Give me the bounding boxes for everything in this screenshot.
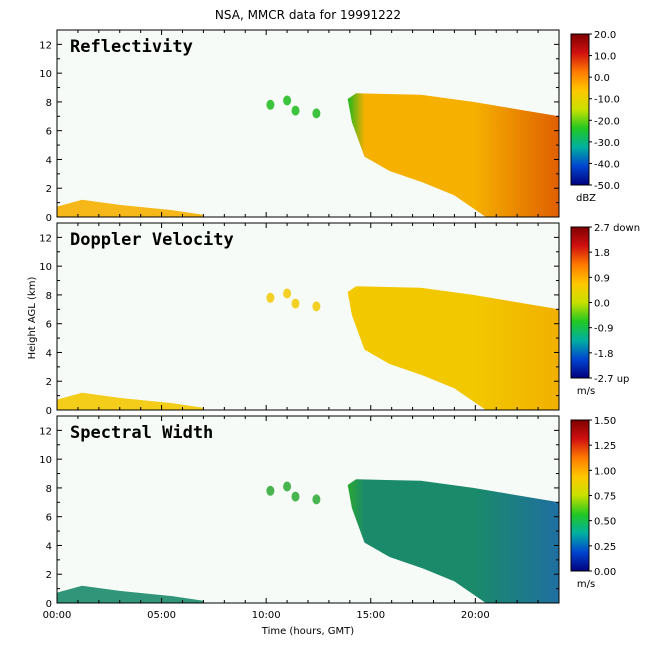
y-tick-label: 4 [46, 155, 52, 166]
cloud-fragment [266, 99, 275, 110]
y-tick-label: 2 [46, 377, 52, 388]
colorbar-tick-label: 1.50 [594, 416, 616, 427]
colorbar-tick-label: -0.9 [594, 324, 614, 335]
y-tick-label: 12 [39, 426, 52, 437]
y-tick-label: 6 [46, 127, 52, 138]
panel-title: Reflectivity [70, 37, 193, 57]
y-tick-label: 0 [46, 213, 52, 224]
y-tick-label: 4 [46, 348, 52, 359]
colorbar [570, 419, 590, 572]
colorbar-tick-label: 1.25 [594, 441, 616, 452]
colorbar-tick-label: -10.0 [594, 95, 620, 106]
colorbar-unit: m/s [577, 579, 595, 590]
y-tick-label: 12 [39, 40, 52, 51]
panel-title: Doppler Velocity [70, 230, 234, 250]
y-tick-label: 2 [46, 184, 52, 195]
y-tick-label: 10 [39, 69, 52, 80]
cloud-fragment [266, 485, 275, 496]
cloud-fragment [283, 288, 292, 299]
colorbar-tick-label: 0.75 [594, 492, 616, 503]
colorbar-unit: dBZ [576, 193, 596, 204]
colorbar-tick-label: 1.00 [594, 466, 616, 477]
cloud-fragment [291, 491, 300, 502]
colorbar-tick-label: -30.0 [594, 138, 620, 149]
x-tick-label: 00:00 [43, 610, 72, 621]
colorbar-tick-label: 0.9 [594, 273, 610, 284]
colorbar-tick-label: -20.0 [594, 116, 620, 127]
colorbar [570, 226, 590, 379]
main-cloud [347, 93, 559, 217]
cloud-fragment [283, 481, 292, 492]
y-tick-label: 12 [39, 233, 52, 244]
panel-title: Spectral Width [70, 423, 213, 443]
cloud-fragment [283, 95, 292, 106]
colorbar-tick-label: 2.7 down [594, 223, 640, 234]
x-tick-label: 20:00 [461, 610, 490, 621]
colorbar-tick-label: 20.0 [594, 30, 616, 41]
colorbar-tick-label: -2.7 up [594, 374, 629, 385]
x-tick-label: 10:00 [252, 610, 281, 621]
cloud-fragment [312, 108, 321, 119]
cloud-fragment [291, 298, 300, 309]
colorbar-tick-label: -50.0 [594, 181, 620, 192]
low-cloud [57, 585, 204, 603]
y-tick-label: 0 [46, 599, 52, 610]
colorbar-tick-label: -40.0 [594, 159, 620, 170]
y-tick-label: 6 [46, 513, 52, 524]
x-tick-label: 15:00 [356, 610, 385, 621]
main-cloud [347, 286, 559, 410]
low-cloud [57, 199, 204, 217]
low-cloud [57, 392, 204, 410]
y-tick-label: 8 [46, 291, 52, 302]
panel-spectral-width: 0 2 4 6 8 10 12 Spectral Width 1.50 1.25 1.00 0.75 0… [39, 415, 616, 610]
y-tick-label: 10 [39, 455, 52, 466]
cloud-fragment [312, 301, 321, 312]
main-cloud [347, 479, 559, 603]
colorbar-tick-label: 0.00 [594, 567, 616, 578]
y-tick-label: 6 [46, 320, 52, 331]
figure-title: NSA, MMCR data for 19991222 [215, 8, 401, 22]
y-tick-label: 4 [46, 541, 52, 552]
colorbar-tick-label: 0.50 [594, 517, 616, 528]
colorbar-tick-label: 0.25 [594, 542, 616, 553]
y-tick-label: 2 [46, 570, 52, 581]
y-tick-label: 10 [39, 262, 52, 273]
cloud-fragment [266, 292, 275, 303]
cloud-fragment [291, 105, 300, 116]
y-axis-label: Height AGL (km) [27, 277, 38, 360]
cloud-fragment [312, 494, 321, 505]
colorbar-unit: m/s [577, 386, 595, 397]
y-tick-label: 8 [46, 98, 52, 109]
colorbar-tick-label: -1.8 [594, 349, 614, 360]
panel-reflectivity: 0 2 4 6 8 10 12 Reflectivity 20.0 10.0 0.0 -10.0 -20… [39, 29, 620, 224]
panel-doppler-velocity: 0 2 4 6 8 10 12 Doppler Velocity 2.7 down 1.8 0.9 0… [39, 222, 640, 417]
colorbar [570, 33, 590, 186]
y-tick-label: 8 [46, 484, 52, 495]
colorbar-tick-label: 10.0 [594, 52, 616, 63]
colorbar-tick-label: 0.0 [594, 73, 610, 84]
colorbar-tick-label: 0.0 [594, 299, 610, 310]
y-tick-label: 0 [46, 406, 52, 417]
x-axis-label: Time (hours, GMT) [261, 626, 355, 637]
x-tick-label: 05:00 [147, 610, 176, 621]
colorbar-tick-label: 1.8 [594, 248, 610, 259]
